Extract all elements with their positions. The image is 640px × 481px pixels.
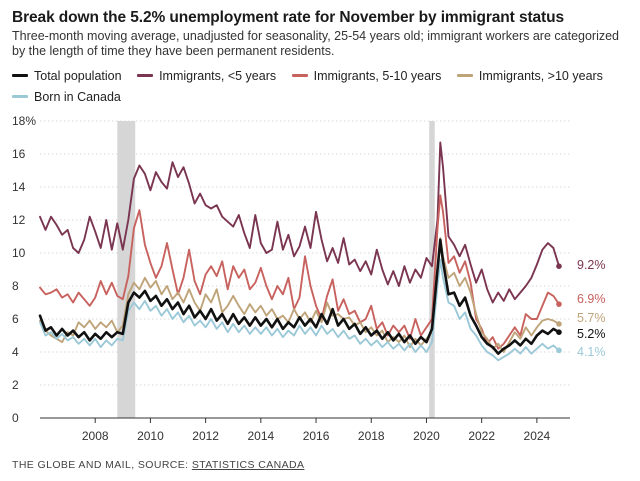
legend-item-immigrants-5to10: Immigrants, 5-10 years <box>291 66 442 87</box>
y-tick-label: 8 <box>12 279 19 293</box>
y-tick-label: 10 <box>12 246 26 260</box>
x-tick-label: 2012 <box>192 429 219 443</box>
legend-label: Total population <box>34 69 122 83</box>
chart-title: Break down the 5.2% unemployment rate fo… <box>12 9 564 26</box>
footer-credit: THE GLOBE AND MAIL, SOURCE: STATISTICS C… <box>12 459 304 471</box>
x-tick-label: 2008 <box>82 429 109 443</box>
legend-swatch <box>12 95 28 99</box>
footer-prefix: THE GLOBE AND MAIL, SOURCE: <box>12 459 192 471</box>
legend-swatch <box>291 74 308 78</box>
series-end-dot <box>556 347 562 354</box>
legend-label: Immigrants, >10 years <box>478 69 603 83</box>
y-tick-label: 14 <box>12 180 26 194</box>
series-line-immigrants-5-10-years <box>39 194 560 350</box>
y-tick-label: 16 <box>12 147 26 161</box>
legend-label: Born in Canada <box>34 90 121 104</box>
series-end-dot <box>556 321 562 327</box>
legend-item-born-in-canada: Born in Canada <box>12 87 121 108</box>
series-end-label: 5.2% <box>577 327 606 341</box>
recession-band-1 <box>117 121 136 418</box>
legend-label: Immigrants, <5 years <box>159 69 277 83</box>
y-tick-label: 18% <box>12 114 36 128</box>
series-end-dot <box>556 301 562 307</box>
x-tick-label: 2016 <box>303 429 330 443</box>
series-line-born-in-canada <box>39 258 560 362</box>
legend-swatch <box>12 74 28 78</box>
legend-swatch <box>456 74 473 78</box>
legend-label: Immigrants, 5-10 years <box>313 69 442 83</box>
y-tick-label: 2 <box>12 378 19 392</box>
x-tick-label: 2024 <box>524 429 551 443</box>
chart-subtitle: Three-month moving average, unadjusted f… <box>12 29 620 58</box>
y-tick-label: 12 <box>12 213 26 227</box>
legend: Total population Immigrants, <5 years Im… <box>12 66 632 108</box>
series-end-dot <box>556 329 562 336</box>
series-line-total-population <box>38 238 561 355</box>
x-tick-label: 2022 <box>468 429 495 443</box>
x-tick-label: 2010 <box>137 429 164 443</box>
y-tick-label: 0 <box>12 411 19 425</box>
series-end-label: 9.2% <box>577 258 606 272</box>
recession-band-2 <box>429 121 435 418</box>
series-end-label: 6.9% <box>577 292 606 306</box>
legend-item-immigrants-gt10: Immigrants, >10 years <box>456 66 603 87</box>
series-end-label: 4.1% <box>577 345 606 359</box>
legend-item-total-population: Total population <box>12 66 122 87</box>
series-line-immigrants-5-years <box>39 141 560 304</box>
y-tick-label: 6 <box>12 312 19 326</box>
source-link[interactable]: STATISTICS CANADA <box>191 459 305 471</box>
x-tick-label: 2018 <box>358 429 385 443</box>
series-lines <box>38 141 561 362</box>
x-tick-label: 2014 <box>247 429 274 443</box>
series-end-dot <box>556 263 562 270</box>
y-tick-label: 4 <box>12 345 19 359</box>
legend-item-immigrants-lt5: Immigrants, <5 years <box>137 66 276 87</box>
series-end-label: 5.7% <box>577 311 606 325</box>
series-line-immigrants-10-years <box>39 237 560 353</box>
x-tick-label: 2020 <box>413 429 440 443</box>
legend-swatch <box>137 74 154 78</box>
